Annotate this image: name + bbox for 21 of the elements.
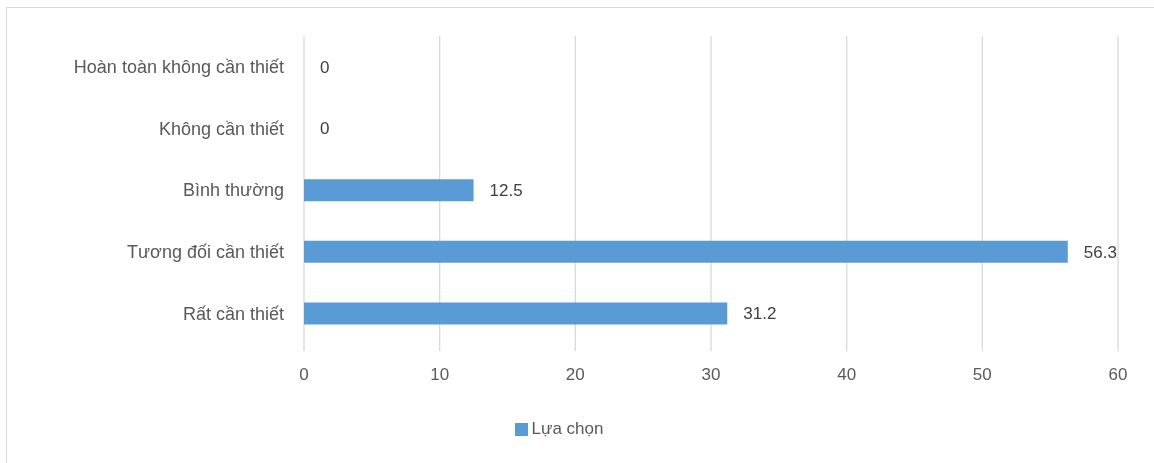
y-tick-label: Rất cần thiết xyxy=(182,303,284,324)
data-label: 31.2 xyxy=(743,304,777,324)
x-tick-label: 60 xyxy=(1108,365,1128,385)
x-tick-label: 50 xyxy=(972,365,992,385)
x-tick-label: 40 xyxy=(837,365,857,385)
y-tick-label: Hoàn toàn không cần thiết xyxy=(73,57,284,78)
y-tick-label: Không cần thiết xyxy=(158,118,284,139)
data-label: 56.3 xyxy=(1083,242,1117,262)
legend-label: Lựa chọn xyxy=(531,419,604,438)
y-tick-label: Bình thường xyxy=(183,180,284,201)
data-label: 0 xyxy=(320,119,330,139)
data-label: 12.5 xyxy=(489,180,523,200)
bar xyxy=(304,302,728,325)
x-tick-label: 20 xyxy=(565,365,585,385)
bar xyxy=(304,179,474,202)
x-tick-label: 0 xyxy=(299,365,309,385)
x-tick-label: 30 xyxy=(701,365,721,385)
data-label: 0 xyxy=(320,57,330,77)
y-tick-label: Tương đối cần thiết xyxy=(127,241,284,262)
bar xyxy=(304,240,1068,263)
x-tick-label: 10 xyxy=(430,365,450,385)
